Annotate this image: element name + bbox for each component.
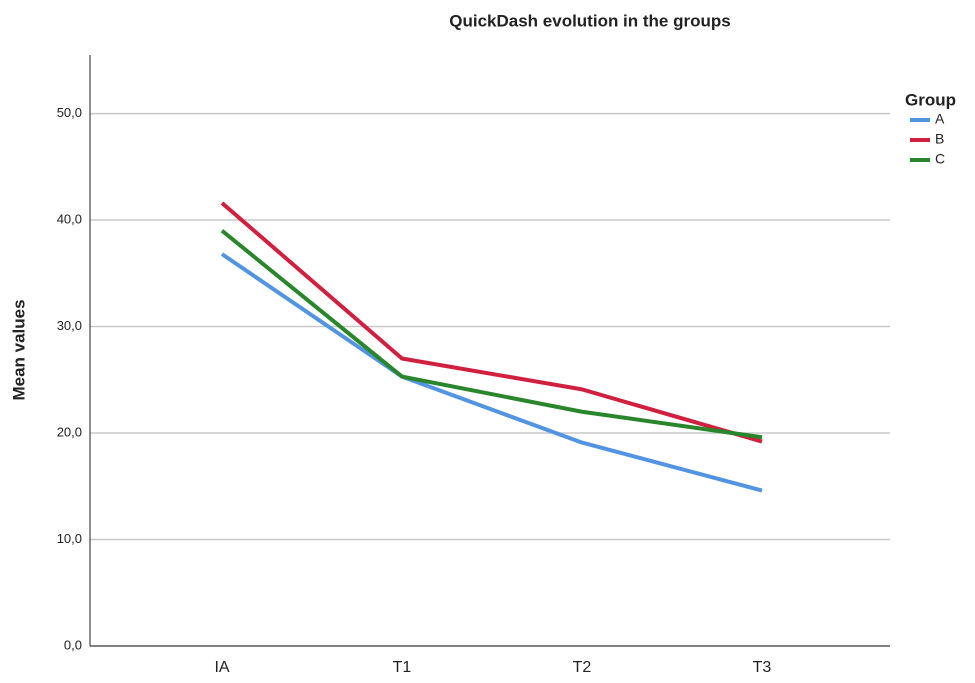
legend-label: B (935, 131, 944, 147)
x-tick-label: T2 (573, 659, 592, 676)
y-tick-label: 30,0 (57, 318, 82, 333)
legend-label: C (935, 151, 945, 167)
y-tick-label: 20,0 (57, 424, 82, 439)
series-line (220, 229, 763, 440)
chart-title: QuickDash evolution in the groups (449, 11, 730, 30)
series-line (220, 201, 763, 444)
y-tick-label: 0,0 (64, 637, 82, 652)
y-tick-label: 40,0 (57, 211, 82, 226)
x-tick-label: T1 (393, 659, 412, 676)
x-tick-label: T3 (753, 659, 772, 676)
y-tick-label: 10,0 (57, 531, 82, 546)
x-tick-label: IA (214, 659, 229, 676)
y-axis-label: Mean values (9, 299, 28, 400)
series-line (220, 252, 763, 493)
legend-label: A (935, 111, 945, 127)
legend-title: Group (905, 90, 956, 109)
y-tick-label: 50,0 (57, 105, 82, 120)
